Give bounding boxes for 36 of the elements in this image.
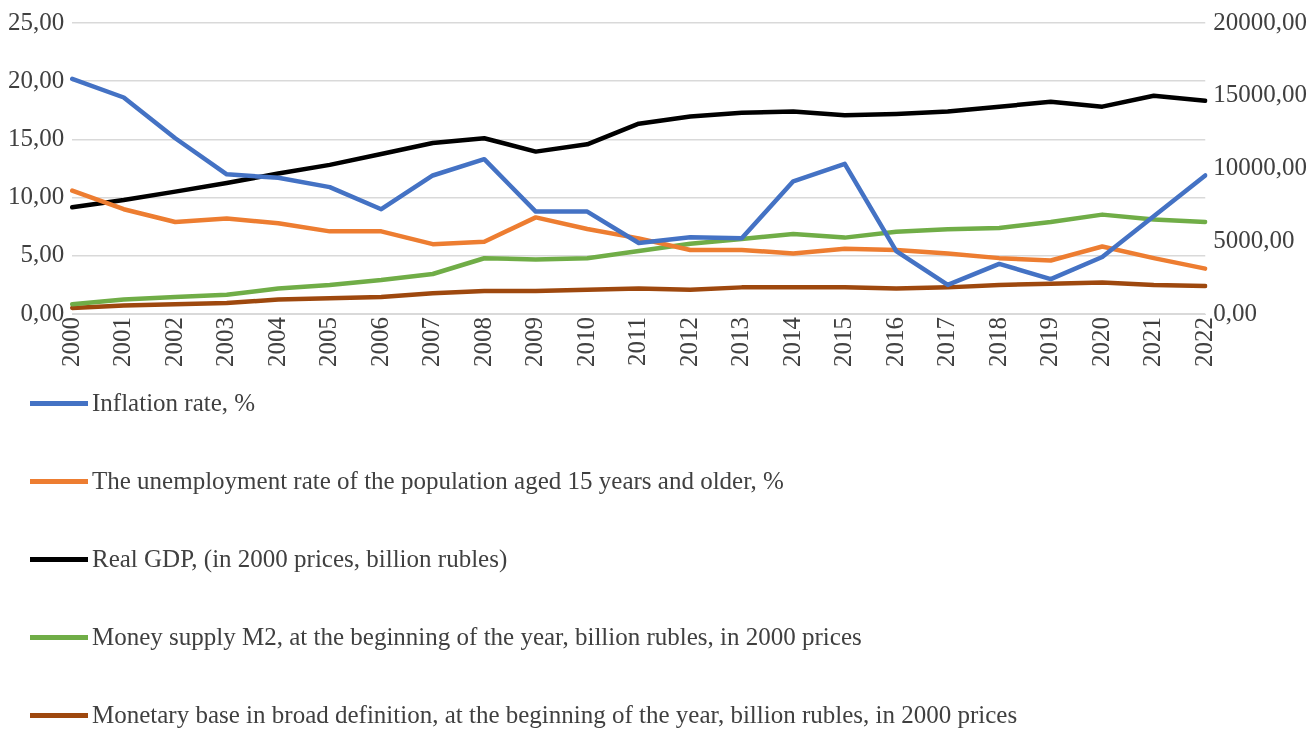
x-tick-label: 2021 bbox=[1138, 317, 1166, 367]
y-tick-label: 5,00 bbox=[20, 240, 65, 268]
x-tick-label: 2018 bbox=[983, 317, 1011, 367]
x-tick-label: 2007 bbox=[417, 317, 445, 367]
y-tick-label: 20,00 bbox=[8, 65, 65, 93]
y2-tick-label: 10000,00 bbox=[1213, 153, 1307, 181]
x-tick-label: 2013 bbox=[726, 317, 754, 367]
x-tick-label: 2015 bbox=[829, 317, 857, 367]
legend-label: The unemployment rate of the population aged 15 years and older, % bbox=[92, 467, 784, 495]
y-tick-label: 10,00 bbox=[8, 182, 65, 210]
legend-label: Inflation rate, % bbox=[92, 389, 256, 417]
legend-label: Money supply M2, at the beginning of the year, billion rubles, in 2000 prices bbox=[92, 623, 862, 651]
x-tick-label: 2016 bbox=[880, 317, 908, 367]
y2-tick-label: 20000,00 bbox=[1213, 7, 1307, 35]
x-tick-label: 2012 bbox=[674, 317, 702, 367]
x-tick-label: 2003 bbox=[211, 317, 239, 367]
y2-tick-label: 15000,00 bbox=[1213, 80, 1307, 108]
y2-tick-label: 5000,00 bbox=[1213, 225, 1295, 253]
x-tick-label: 2014 bbox=[777, 316, 805, 367]
x-tick-label: 2010 bbox=[571, 317, 599, 367]
legend-label: Monetary base in broad definition, at the beginning of the year, billion rubles, in 2000 prices bbox=[92, 701, 1018, 729]
x-tick-label: 2008 bbox=[468, 317, 496, 367]
x-tick-label: 2011 bbox=[623, 317, 651, 367]
x-tick-label: 2002 bbox=[159, 317, 187, 367]
x-tick-label: 2001 bbox=[108, 317, 136, 367]
x-tick-label: 2006 bbox=[365, 317, 393, 367]
y2-tick-label: 0,00 bbox=[1213, 298, 1257, 326]
y-tick-label: 25,00 bbox=[8, 7, 65, 35]
x-tick-label: 2004 bbox=[262, 316, 290, 367]
x-tick-label: 2019 bbox=[1035, 317, 1063, 367]
x-tick-label: 2017 bbox=[932, 317, 960, 367]
legend-label: Real GDP, (in 2000 prices, billion rubles) bbox=[92, 545, 508, 573]
y-tick-label: 15,00 bbox=[8, 123, 65, 151]
x-tick-label: 2005 bbox=[314, 317, 342, 367]
x-tick-label: 2009 bbox=[520, 317, 548, 367]
x-tick-label: 2020 bbox=[1086, 317, 1114, 367]
